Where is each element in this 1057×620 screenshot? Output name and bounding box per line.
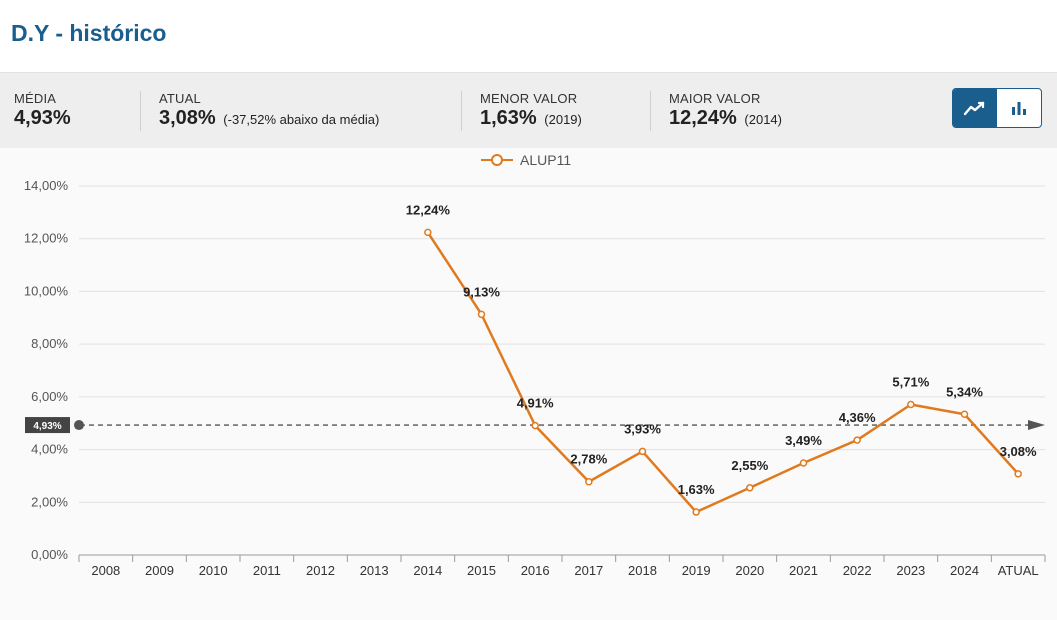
- stat-atual: ATUAL 3,08% (-37,52% abaixo da média): [159, 91, 379, 130]
- x-tick-label: ATUAL: [998, 563, 1039, 578]
- data-label: 9,13%: [463, 284, 500, 299]
- data-point: [799, 459, 808, 467]
- header: D.Y - histórico: [0, 0, 1057, 72]
- x-tick-label: 2009: [145, 563, 174, 578]
- series-line: [426, 231, 1020, 514]
- stat-media-label: MÉDIA: [14, 91, 57, 106]
- data-point: [853, 436, 861, 444]
- data-label: 2,55%: [731, 458, 768, 473]
- page-title: D.Y - histórico: [11, 20, 167, 46]
- y-tick-label: 6,00%: [31, 389, 68, 404]
- stat-maior-value-wrap: 12,24% (2014): [669, 107, 782, 130]
- x-tick-label: 2015: [467, 563, 496, 578]
- stat-maior-label: MAIOR VALOR: [669, 91, 761, 106]
- average-line-arrow: [1028, 420, 1045, 431]
- data-label: 3,08%: [1000, 444, 1037, 459]
- y-tick-label: 10,00%: [24, 283, 69, 298]
- stat-divider: [140, 91, 141, 131]
- stat-atual-value-wrap: 3,08% (-37,52% abaixo da média): [159, 107, 379, 130]
- data-label: 2,78%: [570, 452, 607, 467]
- data-point: [638, 447, 647, 456]
- x-tick-label: 2008: [91, 563, 120, 578]
- data-label: 5,71%: [892, 375, 929, 390]
- x-tick-label: 2019: [682, 563, 711, 578]
- x-tick-label: 2016: [521, 563, 550, 578]
- stat-maior-value: 12,24%: [669, 107, 737, 129]
- x-tick-label: 2018: [628, 563, 657, 578]
- y-tick-label: 4,00%: [31, 442, 68, 457]
- bar-chart-icon: [1012, 102, 1026, 115]
- stat-menor: MENOR VALOR 1,63% (2019): [480, 91, 582, 130]
- chart-legend[interactable]: ALUP11: [480, 152, 571, 168]
- data-point: [585, 477, 593, 486]
- stat-maior: MAIOR VALOR 12,24% (2014): [669, 91, 782, 130]
- line-chart-icon: [963, 101, 985, 116]
- x-tick-label: 2024: [950, 563, 979, 578]
- stat-media-value: 4,93%: [14, 107, 71, 129]
- stat-atual-value: 3,08%: [159, 107, 216, 129]
- data-point: [692, 508, 700, 516]
- data-label: 1,63%: [678, 482, 715, 497]
- data-label: 12,24%: [406, 202, 451, 217]
- y-tick-label: 12,00%: [24, 231, 69, 246]
- stats-bar: MÉDIA 4,93% ATUAL 3,08% (-37,52% abaixo …: [0, 72, 1057, 148]
- x-tick-label: 2017: [574, 563, 603, 578]
- legend-label: ALUP11: [520, 152, 572, 168]
- data-point: [477, 310, 486, 319]
- data-label: 4,91%: [517, 396, 554, 411]
- legend-line-marker-icon: [481, 154, 513, 166]
- data-point: [960, 410, 969, 419]
- stat-menor-value: 1,63%: [480, 107, 537, 129]
- data-point: [746, 484, 754, 492]
- data-label: 5,34%: [946, 384, 983, 399]
- x-tick-label: 2011: [253, 563, 281, 578]
- stat-maior-note: (2014): [744, 112, 782, 127]
- x-tick-label: 2023: [896, 563, 925, 578]
- line-chart-button[interactable]: [953, 89, 997, 127]
- data-point: [1014, 470, 1022, 478]
- x-tick-label: 2010: [199, 563, 228, 578]
- stat-menor-label: MENOR VALOR: [480, 91, 578, 106]
- x-tick-label: 2013: [360, 563, 389, 578]
- line-chart: 0,00% 2,00% 4,00% 6,00% 8,00% 10,00% 12,00% 14,…: [24, 178, 1046, 578]
- stat-menor-note: (2019): [544, 112, 582, 127]
- stat-divider: [461, 91, 462, 131]
- stat-divider: [650, 91, 651, 131]
- data-label: 3,93%: [624, 421, 661, 436]
- average-line-dot: [74, 420, 84, 431]
- bar-chart-button[interactable]: [997, 89, 1041, 127]
- y-tick-label: 2,00%: [31, 494, 68, 509]
- data-label: 3,49%: [785, 433, 822, 448]
- stat-menor-value-wrap: 1,63% (2019): [480, 107, 582, 130]
- data-point: [907, 400, 915, 409]
- x-tick-label: 2014: [413, 563, 442, 578]
- x-tick-label: 2022: [843, 563, 872, 578]
- y-tick-label: 8,00%: [31, 336, 68, 351]
- data-label: 4,36%: [839, 410, 876, 425]
- average-label: 4,93%: [33, 421, 61, 432]
- average-label-box: [25, 417, 70, 434]
- stat-media: MÉDIA 4,93%: [14, 91, 71, 130]
- stat-atual-note: (-37,52% abaixo da média): [223, 112, 380, 127]
- x-tick-label: 2020: [735, 563, 764, 578]
- stat-atual-label: ATUAL: [159, 91, 201, 106]
- data-point: [531, 421, 539, 430]
- y-tick-label: 0,00%: [31, 547, 68, 562]
- y-tick-label: 14,00%: [24, 178, 69, 193]
- chart-type-toggle: [952, 88, 1042, 128]
- x-tick-label: 2021: [789, 563, 818, 578]
- x-tick-label: 2012: [306, 563, 335, 578]
- data-point: [424, 228, 432, 237]
